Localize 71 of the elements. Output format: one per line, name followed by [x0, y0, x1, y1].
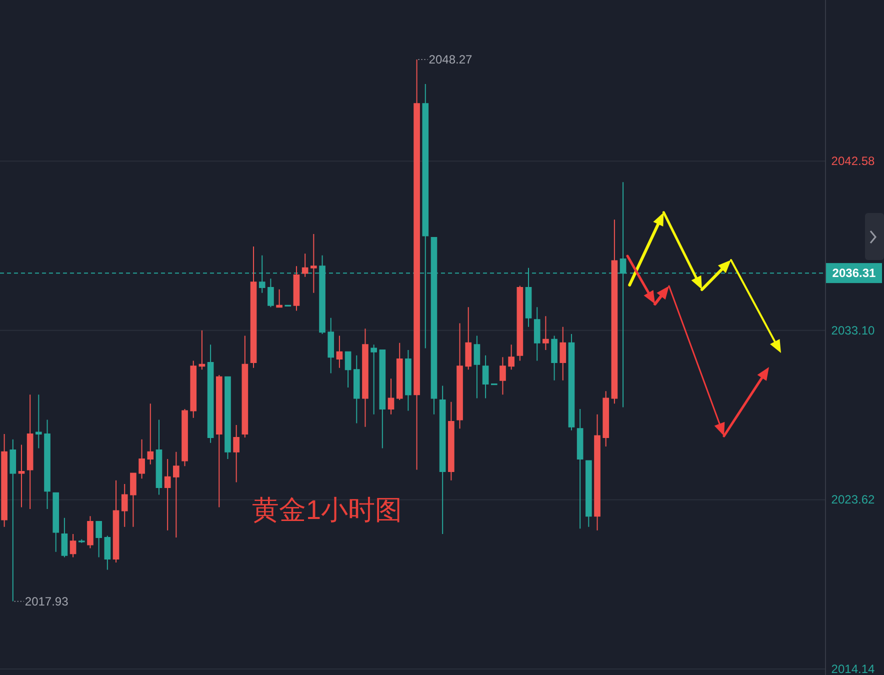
- candlestick: [310, 233, 317, 294]
- candlestick: [96, 520, 102, 558]
- candlestick: [500, 356, 506, 396]
- candlestick: [250, 246, 257, 368]
- candlestick: [224, 376, 231, 460]
- candlestick: [121, 483, 128, 528]
- candlestick: [448, 401, 454, 481]
- candlestick: [611, 219, 618, 404]
- candlestick: [302, 253, 308, 278]
- candlestick: [388, 378, 394, 415]
- candlestick: [233, 424, 240, 483]
- candlestick: [52, 492, 60, 552]
- candlestick: [130, 472, 136, 528]
- candlestick: [216, 374, 222, 508]
- candlestick: [370, 344, 377, 415]
- candlestick: [362, 328, 368, 428]
- candlestick: [36, 394, 42, 449]
- candlestick: [190, 360, 197, 418]
- candlestick: [344, 351, 352, 388]
- ref-label: 2036.31: [832, 266, 876, 280]
- ytick: 2023.62: [831, 492, 875, 507]
- candlestick: [542, 316, 549, 351]
- candlestick: [379, 350, 386, 449]
- ytick: 2033.10: [831, 323, 875, 338]
- candlestick: [405, 350, 412, 412]
- candlestick: [61, 517, 68, 558]
- candlestick: [474, 335, 480, 399]
- annotation: 2017.93: [24, 594, 68, 608]
- candlestick: [26, 394, 34, 510]
- candlestick: [560, 326, 566, 381]
- candlestick: [156, 419, 162, 496]
- candlestick: [276, 288, 282, 308]
- candlestick: [594, 414, 600, 531]
- candlestick: [18, 444, 25, 508]
- candlestick: [586, 460, 592, 528]
- candlestick: [78, 538, 85, 544]
- candlestick: [534, 306, 540, 362]
- candlestick: [336, 335, 343, 368]
- candlestick: [147, 403, 154, 465]
- candlestick: [1, 433, 8, 528]
- candlestick: [293, 266, 300, 312]
- candlestick: [104, 535, 111, 570]
- candlestick: [10, 438, 16, 602]
- candlestick: [242, 335, 248, 438]
- candlestick: [138, 438, 145, 480]
- candlestick: [207, 344, 214, 444]
- candlestick: [173, 451, 180, 538]
- candlestick: [508, 344, 514, 370]
- candlestick: [456, 322, 463, 430]
- candlestick: [198, 330, 206, 370]
- candlestick: [112, 480, 120, 564]
- candlestick: [164, 458, 171, 531]
- candlestick: [551, 335, 558, 381]
- candlestick: [465, 306, 472, 370]
- candlestick: [396, 342, 403, 401]
- ytick: 2042.58: [831, 154, 875, 168]
- candlestick: [414, 58, 420, 470]
- candlestick: [576, 408, 584, 530]
- candlestick: [182, 408, 188, 467]
- candlestick: [44, 419, 50, 510]
- candlestick: [87, 516, 94, 549]
- candlestick: [602, 390, 610, 447]
- candlestick: [353, 354, 360, 424]
- candlestick: [439, 385, 446, 534]
- annotation: 2048.27: [428, 52, 472, 66]
- candlestick: [70, 533, 76, 558]
- ytick: 2014.14: [831, 662, 875, 675]
- candlestick: [482, 354, 489, 399]
- title: 黄金1小时图: [252, 495, 402, 525]
- candlestick: [268, 278, 274, 308]
- candlestick: [328, 317, 334, 374]
